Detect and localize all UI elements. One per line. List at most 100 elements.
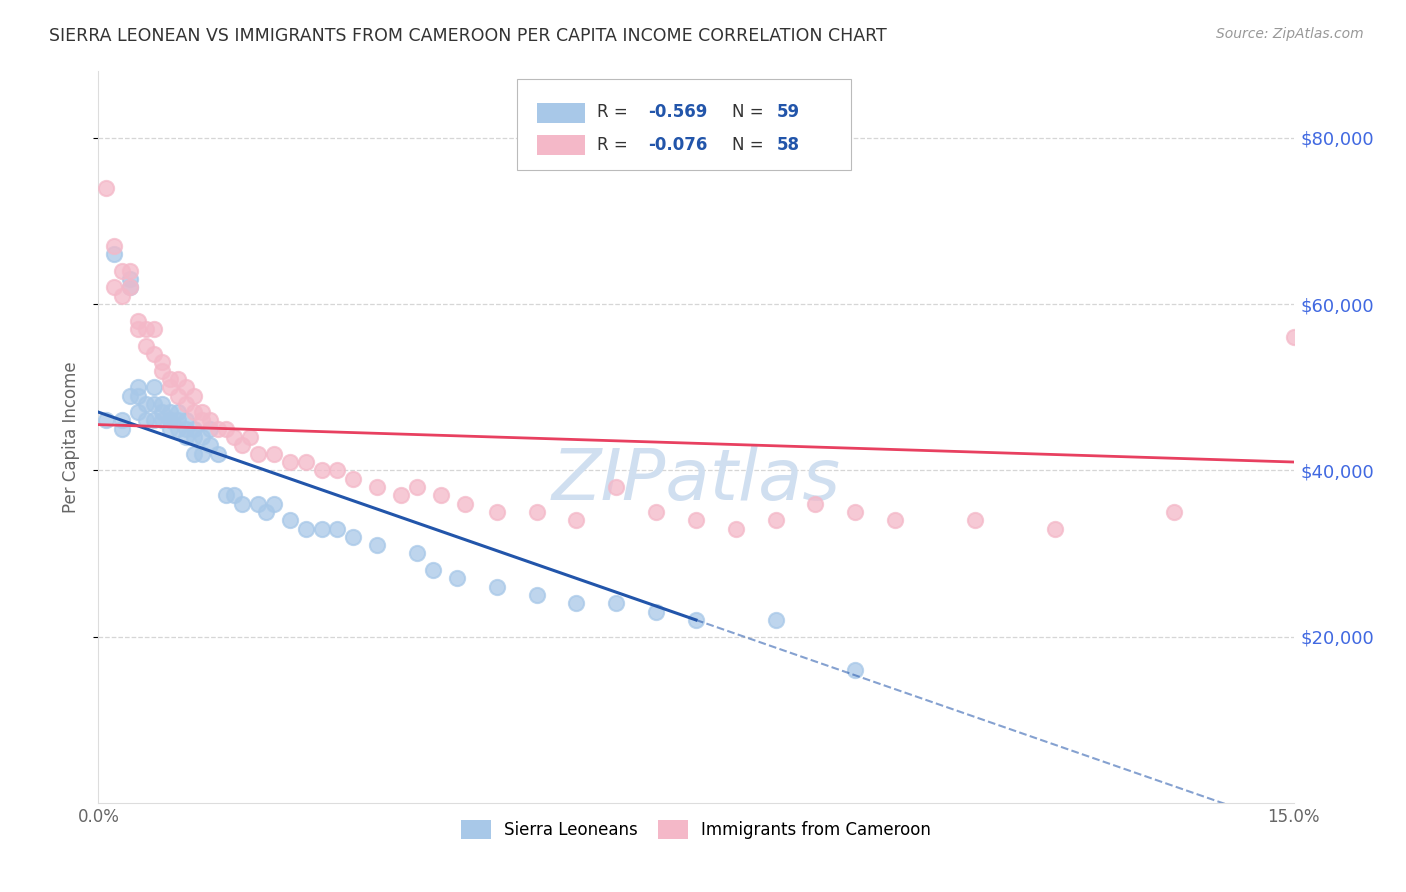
Point [263, 447, 285, 461]
Point [150, 413, 173, 427]
Point [1163, 505, 1185, 519]
Point [422, 563, 444, 577]
Point [135, 322, 157, 336]
Point [765, 513, 787, 527]
Point [167, 422, 190, 436]
Point [143, 397, 166, 411]
Point [844, 505, 866, 519]
Point [111, 413, 134, 427]
Point [167, 405, 190, 419]
Point [135, 338, 157, 352]
Point [366, 538, 388, 552]
Point [294, 521, 316, 535]
Point [167, 413, 190, 427]
Text: R =: R = [596, 103, 633, 121]
Point [159, 405, 181, 419]
Text: N =: N = [733, 136, 769, 153]
Point [366, 480, 388, 494]
Point [844, 663, 866, 677]
Point [191, 430, 214, 444]
Y-axis label: Per Capita Income: Per Capita Income [62, 361, 80, 513]
Point [111, 264, 134, 278]
Point [231, 497, 253, 511]
Point [485, 505, 508, 519]
Point [191, 413, 214, 427]
Text: -0.076: -0.076 [648, 136, 707, 153]
Point [526, 588, 548, 602]
Point [135, 413, 157, 427]
Point [963, 513, 986, 527]
Point [198, 413, 221, 427]
Point [103, 280, 125, 294]
Point [96, 180, 118, 194]
Point [215, 488, 238, 502]
Point [342, 472, 364, 486]
Point [159, 413, 181, 427]
Text: N =: N = [733, 103, 769, 121]
Point [143, 322, 166, 336]
Point [183, 422, 205, 436]
Point [311, 521, 333, 535]
Text: R =: R = [596, 136, 633, 153]
Point [430, 488, 453, 502]
Point [191, 405, 214, 419]
Point [1043, 521, 1066, 535]
Point [454, 497, 477, 511]
Point [150, 363, 173, 377]
Point [246, 447, 269, 461]
Point [174, 397, 197, 411]
Point [685, 613, 707, 627]
Point [120, 280, 142, 294]
Text: SIERRA LEONEAN VS IMMIGRANTS FROM CAMEROON PER CAPITA INCOME CORRELATION CHART: SIERRA LEONEAN VS IMMIGRANTS FROM CAMERO… [49, 27, 887, 45]
FancyBboxPatch shape [517, 78, 852, 170]
Point [311, 463, 333, 477]
Point [183, 388, 205, 402]
Point [406, 480, 429, 494]
Point [342, 530, 364, 544]
Point [765, 613, 787, 627]
Point [645, 505, 668, 519]
Point [120, 280, 142, 294]
Text: Source: ZipAtlas.com: Source: ZipAtlas.com [1216, 27, 1364, 41]
Point [103, 239, 125, 253]
Point [294, 455, 316, 469]
Point [167, 372, 190, 386]
Point [159, 413, 181, 427]
Point [135, 397, 157, 411]
Point [198, 422, 221, 436]
Point [565, 596, 588, 610]
Point [127, 405, 149, 419]
Point [174, 413, 197, 427]
Point [239, 430, 262, 444]
Point [446, 571, 468, 585]
Point [150, 397, 173, 411]
Point [159, 372, 181, 386]
Point [143, 347, 166, 361]
Point [127, 380, 149, 394]
Point [183, 447, 205, 461]
Point [183, 405, 205, 419]
Point [150, 405, 173, 419]
Point [127, 388, 149, 402]
Point [150, 355, 173, 369]
Point [804, 497, 827, 511]
Text: 59: 59 [778, 103, 800, 121]
Point [605, 596, 627, 610]
Point [159, 422, 181, 436]
Point [222, 430, 245, 444]
Point [143, 380, 166, 394]
Point [565, 513, 588, 527]
Point [485, 580, 508, 594]
Point [207, 447, 229, 461]
Point [127, 314, 149, 328]
Point [167, 388, 190, 402]
Point [120, 388, 142, 402]
Point [645, 605, 668, 619]
Point [111, 422, 134, 436]
Bar [537, 135, 585, 155]
Point [198, 438, 221, 452]
Point [685, 513, 707, 527]
Point [605, 480, 627, 494]
Point [884, 513, 907, 527]
Point [389, 488, 412, 502]
